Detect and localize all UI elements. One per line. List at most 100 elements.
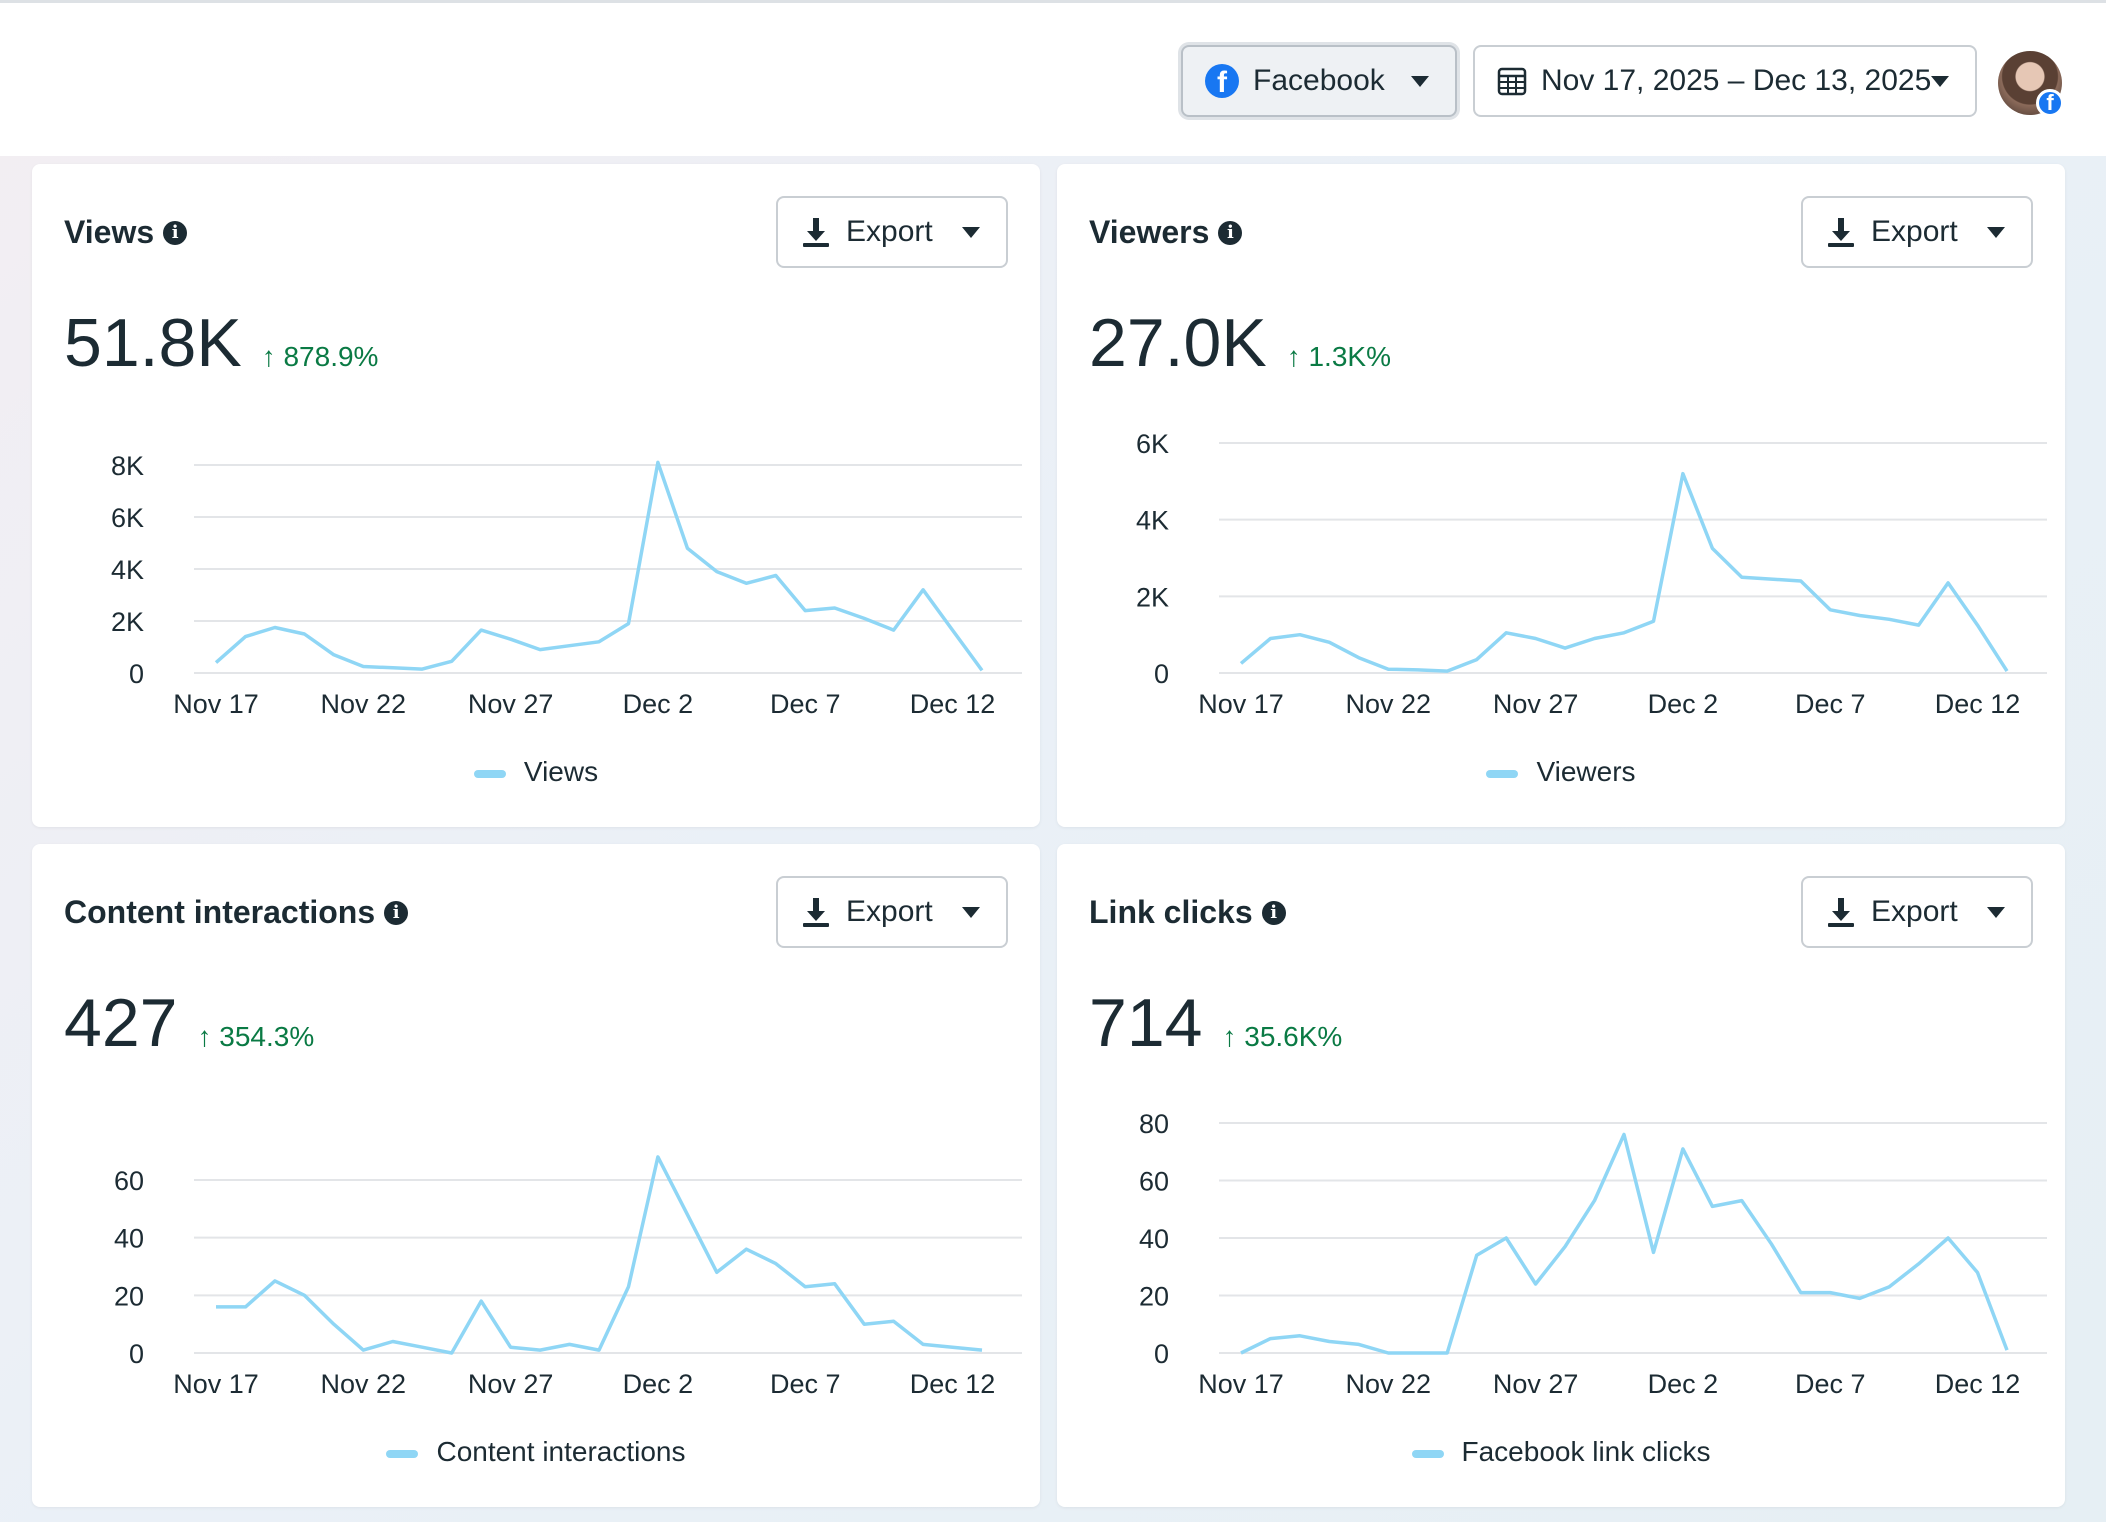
card-title: Viewers	[1089, 214, 1210, 250]
y-tick-label: 2K	[111, 607, 144, 637]
legend-swatch	[473, 769, 506, 778]
x-tick-label: Nov 17	[1198, 1369, 1284, 1399]
facebook-badge-icon: f	[2036, 89, 2064, 117]
content-interactions-line-chart: 0 20 40 60 Nov 17 Nov 22 Nov 27 Dec 2 Dec 7 Dec 1…	[114, 1155, 1022, 1399]
y-tick-label: 6K	[1136, 429, 1169, 459]
x-tick-label: Dec 7	[770, 689, 841, 719]
series-line	[214, 460, 984, 672]
download-icon	[1828, 898, 1854, 927]
series-line	[216, 1155, 983, 1355]
chart-legend: Content interactions	[32, 1436, 1040, 1468]
x-tick-label: Dec 12	[1935, 689, 2021, 719]
content-interactions-card: Content interactions i Export 427 ↑ 354.…	[32, 844, 1040, 1507]
platform-selector[interactable]: f Facebook	[1181, 45, 1457, 117]
y-tick-label: 0	[1154, 659, 1169, 689]
export-button[interactable]: Export	[1801, 876, 2033, 948]
link-clicks-line-chart: 0 20 40 60 80 Nov 17 Nov 22 Nov 27 Dec 2 Dec 7 Dec…	[1139, 1109, 2047, 1399]
x-tick-label: Nov 17	[173, 1369, 259, 1399]
y-tick-label: 0	[129, 1339, 144, 1369]
info-icon[interactable]: i	[1218, 220, 1243, 245]
series-line	[1239, 471, 2009, 673]
platform-label: Facebook	[1253, 64, 1385, 97]
metric-summary: 51.8K ↑ 878.9%	[64, 304, 378, 382]
card-title-wrap: Link clicks i	[1089, 894, 1286, 931]
export-label: Export	[846, 895, 933, 928]
x-tick-label: Dec 2	[1648, 1369, 1719, 1399]
legend-swatch	[1486, 769, 1519, 778]
metric-value: 427	[64, 985, 178, 1061]
y-tick-label: 20	[114, 1281, 144, 1311]
date-range-label: Nov 17, 2025 – Dec 13, 2025	[1541, 64, 1932, 97]
y-tick-label: 60	[114, 1166, 144, 1196]
legend-label: Views	[523, 756, 599, 787]
y-tick-label: 40	[114, 1224, 144, 1254]
chevron-down-icon	[962, 907, 980, 918]
export-label: Export	[1871, 895, 1958, 928]
legend-swatch	[386, 1449, 419, 1458]
metric-value: 714	[1089, 985, 1203, 1061]
x-tick-label: Nov 27	[1493, 689, 1579, 719]
x-tick-label: Nov 22	[321, 1369, 407, 1399]
export-button[interactable]: Export	[776, 196, 1008, 268]
x-tick-label: Nov 27	[1493, 1369, 1579, 1399]
export-button[interactable]: Export	[776, 876, 1008, 948]
card-title-wrap: Content interactions i	[64, 894, 409, 931]
chevron-down-icon	[962, 227, 980, 238]
export-button[interactable]: Export	[1801, 196, 2033, 268]
views-line-chart: 0 2K 4K 6K 8K Nov 17 Nov 22 Nov 27 Dec 2 Dec 7 Dec…	[111, 451, 1022, 719]
viewers-card: Viewers i Export 27.0K ↑ 1.3K% 0 2K 4K 6K No…	[1057, 164, 2065, 827]
download-icon	[803, 898, 829, 927]
y-tick-label: 40	[1139, 1224, 1169, 1254]
y-tick-label: 0	[1154, 1339, 1169, 1369]
y-tick-label: 60	[1139, 1167, 1169, 1197]
metric-summary: 427 ↑ 354.3%	[64, 984, 314, 1062]
series-line	[1240, 1132, 2009, 1355]
info-icon[interactable]: i	[163, 220, 188, 245]
facebook-icon: f	[1205, 64, 1239, 98]
legend-swatch	[1411, 1449, 1444, 1458]
top-bar: f Facebook Nov 17, 2025 – Dec 13, 2025 f	[0, 0, 2106, 156]
chevron-down-icon	[1411, 76, 1429, 87]
y-tick-label: 80	[1139, 1109, 1169, 1139]
y-tick-label: 2K	[1136, 582, 1169, 612]
date-range-selector[interactable]: Nov 17, 2025 – Dec 13, 2025	[1473, 45, 1977, 117]
metric-delta: ↑ 1.3K%	[1286, 341, 1391, 372]
legend-label: Facebook link clicks	[1461, 1436, 1711, 1467]
download-icon	[803, 218, 829, 247]
metric-delta: ↑ 35.6K%	[1222, 1021, 1343, 1052]
y-tick-label: 20	[1139, 1282, 1169, 1312]
chevron-down-icon	[1987, 907, 2005, 918]
x-tick-label: Dec 7	[1795, 1369, 1866, 1399]
x-tick-label: Dec 2	[623, 1369, 694, 1399]
info-icon[interactable]: i	[384, 900, 409, 925]
card-title: Views	[64, 214, 155, 250]
x-tick-label: Nov 22	[1346, 689, 1432, 719]
x-tick-label: Dec 12	[910, 689, 996, 719]
x-tick-label: Nov 22	[1346, 1369, 1432, 1399]
card-title: Link clicks	[1089, 894, 1253, 930]
x-tick-label: Nov 27	[468, 689, 554, 719]
viewers-line-chart: 0 2K 4K 6K Nov 17 Nov 22 Nov 27 Dec 2 Dec 7 Dec 1…	[1136, 429, 2047, 719]
chevron-down-icon	[1931, 76, 1949, 87]
link-clicks-card: Link clicks i Export 714 ↑ 35.6K% 0 20 40 6…	[1057, 844, 2065, 1507]
y-tick-label: 6K	[111, 503, 144, 533]
x-tick-label: Dec 2	[623, 689, 694, 719]
views-card: Views i Export 51.8K ↑ 878.9% 0 2K 4K 6K 8K N…	[32, 164, 1040, 827]
export-label: Export	[1871, 215, 1958, 248]
metric-value: 27.0K	[1089, 305, 1267, 381]
x-tick-label: Dec 12	[1935, 1369, 2021, 1399]
x-tick-label: Nov 17	[173, 689, 259, 719]
legend-label: Viewers	[1536, 756, 1636, 787]
metric-delta: ↑ 878.9%	[261, 341, 379, 372]
calendar-icon	[1497, 67, 1527, 96]
x-tick-label: Nov 22	[321, 689, 407, 719]
y-tick-label: 4K	[1136, 506, 1169, 536]
legend-label: Content interactions	[436, 1436, 686, 1467]
info-icon[interactable]: i	[1261, 900, 1286, 925]
chevron-down-icon	[1987, 227, 2005, 238]
metric-summary: 27.0K ↑ 1.3K%	[1089, 304, 1391, 382]
card-title-wrap: Viewers i	[1089, 214, 1243, 251]
export-label: Export	[846, 215, 933, 248]
x-tick-label: Dec 7	[770, 1369, 841, 1399]
chart-legend: Views	[32, 756, 1040, 788]
